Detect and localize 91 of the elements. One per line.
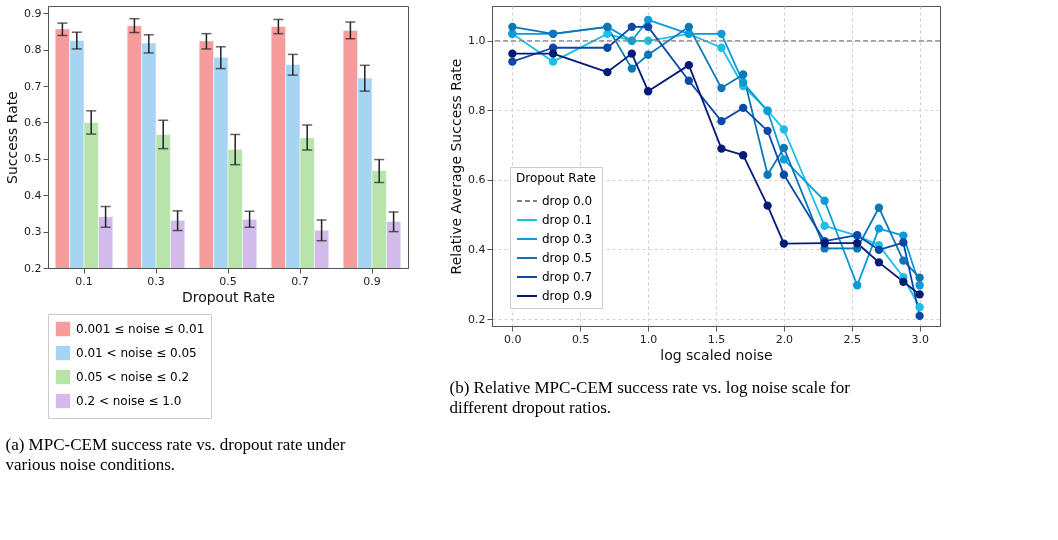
x-axis-title: log scaled noise — [660, 346, 773, 363]
x-tick-label: 0.5 — [571, 332, 590, 346]
point — [779, 143, 789, 153]
y-tick-label: 0.6 — [468, 173, 486, 187]
point — [899, 256, 908, 265]
point — [684, 76, 694, 85]
text: (a) MPC-CEM success rate vs. dropout rate under various noise conditions. — [5, 434, 346, 474]
point — [548, 57, 558, 66]
point — [874, 258, 884, 267]
point — [915, 311, 924, 321]
point — [779, 239, 789, 248]
y-tick-label: 0.6 — [24, 115, 42, 129]
point — [779, 155, 789, 164]
point — [684, 22, 694, 32]
point — [627, 22, 637, 32]
x-tick-label: 1.5 — [707, 332, 726, 346]
point — [899, 238, 908, 247]
point — [874, 203, 884, 212]
point — [738, 70, 748, 79]
x-tick-label: 2.0 — [775, 332, 794, 346]
legend-label: drop 0.7 — [542, 270, 593, 284]
legend-label: 0.01 < noise ≤ 0.05 — [76, 346, 197, 360]
point — [853, 239, 862, 248]
text: (b) Relative MPC-CEM success rate vs. log noise scale for different dropout ratios. — [449, 378, 851, 417]
legend-title: Dropout Rate — [516, 171, 596, 185]
point — [603, 67, 612, 77]
point — [899, 277, 908, 286]
point — [717, 29, 726, 38]
y-tick-label: 0.2 — [468, 312, 486, 326]
legend-label: drop 0.3 — [542, 232, 593, 246]
y-tick-label: 0.3 — [24, 225, 42, 239]
point — [779, 170, 789, 179]
point — [717, 116, 726, 126]
y-axis-title: Relative Average Success Rate — [448, 58, 465, 275]
point — [853, 281, 862, 290]
x-tick-label: 2.5 — [843, 332, 862, 346]
point — [915, 290, 924, 299]
point — [603, 43, 612, 52]
y-tick-label: 0.5 — [24, 152, 42, 166]
point — [508, 49, 517, 58]
point — [717, 43, 726, 52]
y-tick-label: 0.8 — [24, 43, 42, 57]
point — [508, 22, 517, 32]
x-tick-label: 0.1 — [75, 274, 93, 288]
point — [738, 103, 748, 113]
point — [643, 50, 653, 59]
x-tick-label: 0.7 — [291, 274, 309, 288]
point — [874, 245, 884, 254]
point — [763, 201, 772, 210]
y-tick-label: 0.7 — [24, 79, 42, 93]
y-tick-label: 0.2 — [24, 261, 42, 275]
point — [915, 281, 924, 290]
y-axis-title: Success Rate — [4, 91, 21, 184]
point — [738, 78, 748, 87]
point — [627, 49, 637, 58]
point — [548, 49, 558, 58]
point — [820, 196, 829, 205]
y-tick-label: 0.4 — [24, 188, 42, 202]
legend-label: drop 0.1 — [542, 213, 593, 227]
legend-label: drop 0.5 — [542, 251, 593, 265]
x-tick-label: 0.0 — [504, 332, 522, 346]
point — [763, 170, 772, 179]
point — [627, 64, 637, 73]
x-tick-label: 0.5 — [219, 274, 237, 288]
point — [643, 22, 653, 32]
x-tick-label: 1.0 — [639, 332, 658, 346]
y-tick-label: 0.9 — [24, 6, 42, 20]
point — [643, 87, 653, 96]
y-tick-label: 0.8 — [468, 103, 486, 117]
legend-label: drop 0.0 — [542, 194, 593, 208]
y-tick-label: 1.0 — [468, 34, 486, 48]
point — [738, 151, 748, 160]
legend-label: 0.001 ≤ noise ≤ 0.01 — [76, 322, 205, 336]
point — [717, 83, 726, 93]
point — [779, 125, 789, 134]
point — [915, 273, 924, 282]
legend-label: 0.2 < noise ≤ 1.0 — [76, 394, 182, 408]
y-tick-label: 0.4 — [468, 242, 486, 256]
x-axis-title: Dropout Rate — [181, 288, 276, 305]
legend-label: 0.05 < noise ≤ 0.2 — [76, 370, 190, 384]
legend-label: drop 0.9 — [542, 289, 593, 303]
point — [508, 57, 517, 66]
point — [684, 60, 694, 70]
x-tick-label: 0.3 — [147, 274, 165, 288]
point — [915, 303, 924, 312]
point — [874, 224, 884, 233]
point — [820, 221, 829, 230]
x-tick-label: 0.9 — [363, 274, 381, 288]
point — [717, 144, 726, 153]
point — [763, 126, 772, 136]
x-tick-label: 3.0 — [911, 332, 929, 346]
